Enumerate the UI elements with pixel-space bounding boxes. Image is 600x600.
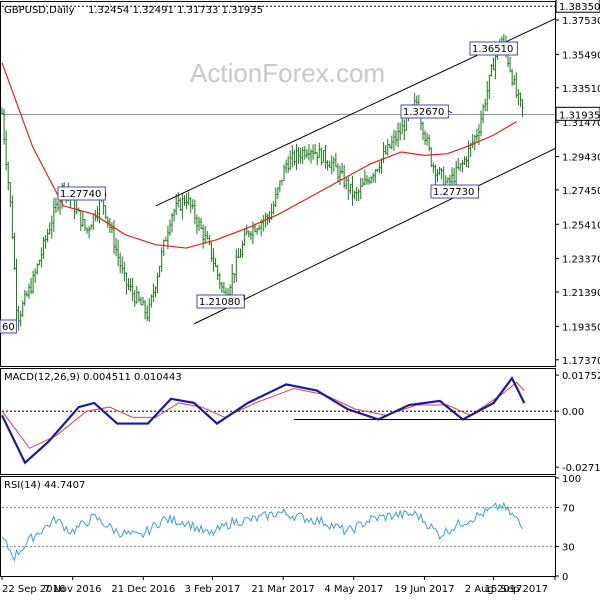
price-ytick-label: 1.33510 — [562, 84, 600, 95]
rsi-ytick-label: 0 — [562, 572, 568, 583]
price-annotation-label: 1.27730 — [433, 187, 474, 198]
current-price-box — [555, 106, 600, 121]
rsi-ytick-label: 70 — [562, 503, 575, 514]
xtick-label: 21 Dec 2016 — [111, 584, 175, 595]
current-price-label: 1.31935 — [559, 110, 600, 121]
price-annotation-box — [196, 294, 245, 309]
moving-average-line — [1, 62, 517, 249]
xtick-label: 7 Nov 2016 — [44, 584, 102, 595]
macd-pane-frame — [0, 368, 556, 475]
price-annotation-label: 60 — [2, 322, 15, 333]
price-pane-frame — [0, 1, 556, 367]
xtick-label: 2 Aug 2017 — [465, 584, 523, 595]
price-annotation-pointer — [105, 192, 107, 197]
rsi-ytick-label: 100 — [562, 474, 581, 485]
rsi-pane-frame — [0, 476, 556, 577]
price-annotation-box — [430, 184, 479, 199]
macd-ytick-label: -0.027169 — [562, 463, 600, 474]
price-grid — [2, 5, 555, 115]
xtick-label: 21 Mar 2017 — [251, 584, 314, 595]
price-ytick-label: 1.23370 — [562, 255, 600, 266]
price-ytick-label: 1.25410 — [562, 220, 600, 231]
xtick-label: 22 Sep 2016 — [2, 584, 65, 595]
macd-title: MACD(12,26,9) 0.004511 0.010443 — [4, 372, 182, 383]
price-annotation-pointer — [448, 110, 453, 114]
channel-lower-line — [193, 148, 556, 325]
overlays-group: 1.27740 1.21080 1.32670 1.27730 1.36510 60 — [0, 18, 556, 334]
xtick-label: 15 Sep 2017 — [485, 584, 548, 595]
price-annotation-label: 1.21080 — [199, 297, 240, 308]
macd-ytick-label: 0.017521 — [562, 371, 600, 382]
macd-ytick-label: 0.00 — [562, 407, 584, 418]
macd-main-line — [1, 376, 526, 465]
macd-group — [1, 376, 555, 465]
price-annotation-label: 1.27740 — [60, 189, 101, 200]
price-ytick-label: 1.27450 — [562, 186, 600, 197]
price-annotation-box — [0, 319, 17, 334]
ohlc-label: 1.32454 1.32491 1.31733 1.31935 — [88, 5, 263, 16]
price-annotation-box — [469, 41, 518, 56]
resistance-label-box — [555, 0, 600, 13]
price-ytick-label: 1.21390 — [562, 288, 600, 299]
candles-group — [1, 34, 524, 331]
price-ytick-label: 1.17370 — [562, 356, 600, 367]
price-annotation-pointer — [478, 187, 480, 192]
xtick-label: 3 Feb 2017 — [185, 584, 241, 595]
rsi-line — [1, 501, 523, 562]
xtick-label: 19 Jun 2017 — [394, 584, 454, 595]
price-ytick-label: 1.31470 — [562, 118, 600, 129]
macd-signal-line — [1, 381, 525, 449]
xtick-label: 4 May 2017 — [324, 584, 383, 595]
price-annotation-label: 1.32670 — [403, 107, 444, 118]
price-ytick-label: 1.37530 — [562, 16, 600, 27]
rsi-group — [1, 501, 555, 562]
watermark-text: ActionForex.com — [190, 58, 385, 88]
price-ytick-label: 1.19350 — [562, 322, 600, 333]
price-annotation-label: 1.36510 — [472, 44, 513, 55]
symbol-label: GBPUSD,Daily — [4, 5, 75, 16]
price-ytick-label: 1.35490 — [562, 50, 600, 61]
rsi-title: RSI(14) 44.7407 — [4, 480, 85, 491]
rsi-ytick-label: 30 — [562, 543, 575, 554]
price-annotation-box — [400, 104, 449, 119]
resistance-label: 1.38350 — [559, 2, 600, 13]
price-ytick-label: 1.29430 — [562, 153, 600, 164]
